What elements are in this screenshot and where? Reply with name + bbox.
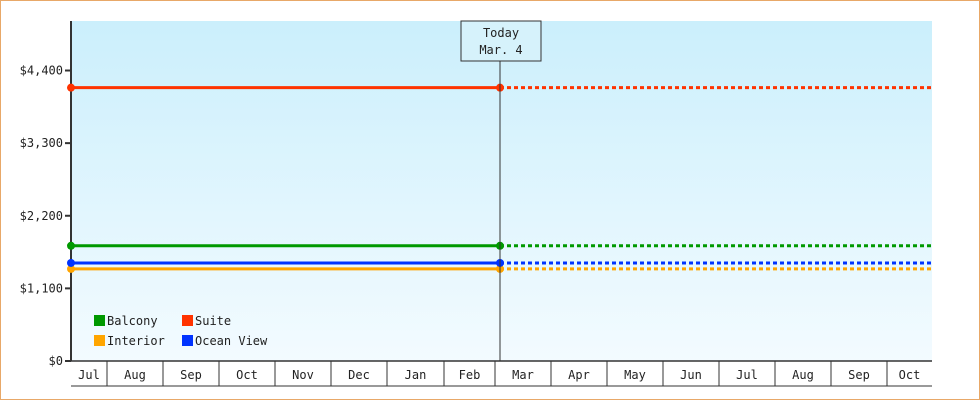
y-tick-label: $3,300 — [20, 136, 63, 150]
x-tick-label: Sep — [848, 368, 870, 382]
y-tick-label: $0 — [49, 354, 63, 368]
y-tick-label: $2,200 — [20, 209, 63, 223]
data-point — [67, 83, 75, 92]
x-tick-label: Nov — [292, 368, 314, 382]
y-tick-label: $1,100 — [20, 281, 63, 295]
x-tick-label: May — [624, 368, 646, 382]
y-tick-label: $4,400 — [20, 64, 63, 78]
today-label-box — [460, 20, 542, 62]
x-tick-label: Dec — [348, 368, 370, 382]
data-point — [67, 241, 75, 250]
x-tick-label: Mar — [512, 368, 534, 382]
today-label: Today — [483, 26, 519, 40]
x-tick-label: Jul — [78, 368, 100, 382]
x-tick-label: Apr — [568, 368, 590, 382]
data-point — [67, 258, 75, 267]
x-tick-label: Oct — [236, 368, 258, 382]
x-tick-label: Jan — [405, 368, 427, 382]
legend-swatch — [182, 315, 193, 326]
legend-label: Ocean View — [195, 334, 268, 348]
legend-swatch — [182, 335, 193, 346]
x-tick-label: Sep — [180, 368, 202, 382]
x-tick-label: Oct — [899, 368, 921, 382]
legend-swatch — [94, 315, 105, 326]
plot-area — [71, 21, 932, 361]
legend-label: Interior — [107, 334, 165, 348]
x-tick-label: Aug — [124, 368, 146, 382]
x-tick-label: Jul — [736, 368, 758, 382]
legend-label: Balcony — [107, 314, 158, 328]
legend-label: Suite — [195, 314, 231, 328]
today-date: Mar. 4 — [479, 43, 522, 57]
x-tick-label: Aug — [792, 368, 814, 382]
legend-swatch — [94, 335, 105, 346]
x-tick-label: Feb — [459, 368, 481, 382]
x-tick-label: Jun — [680, 368, 702, 382]
data-point — [67, 264, 75, 273]
